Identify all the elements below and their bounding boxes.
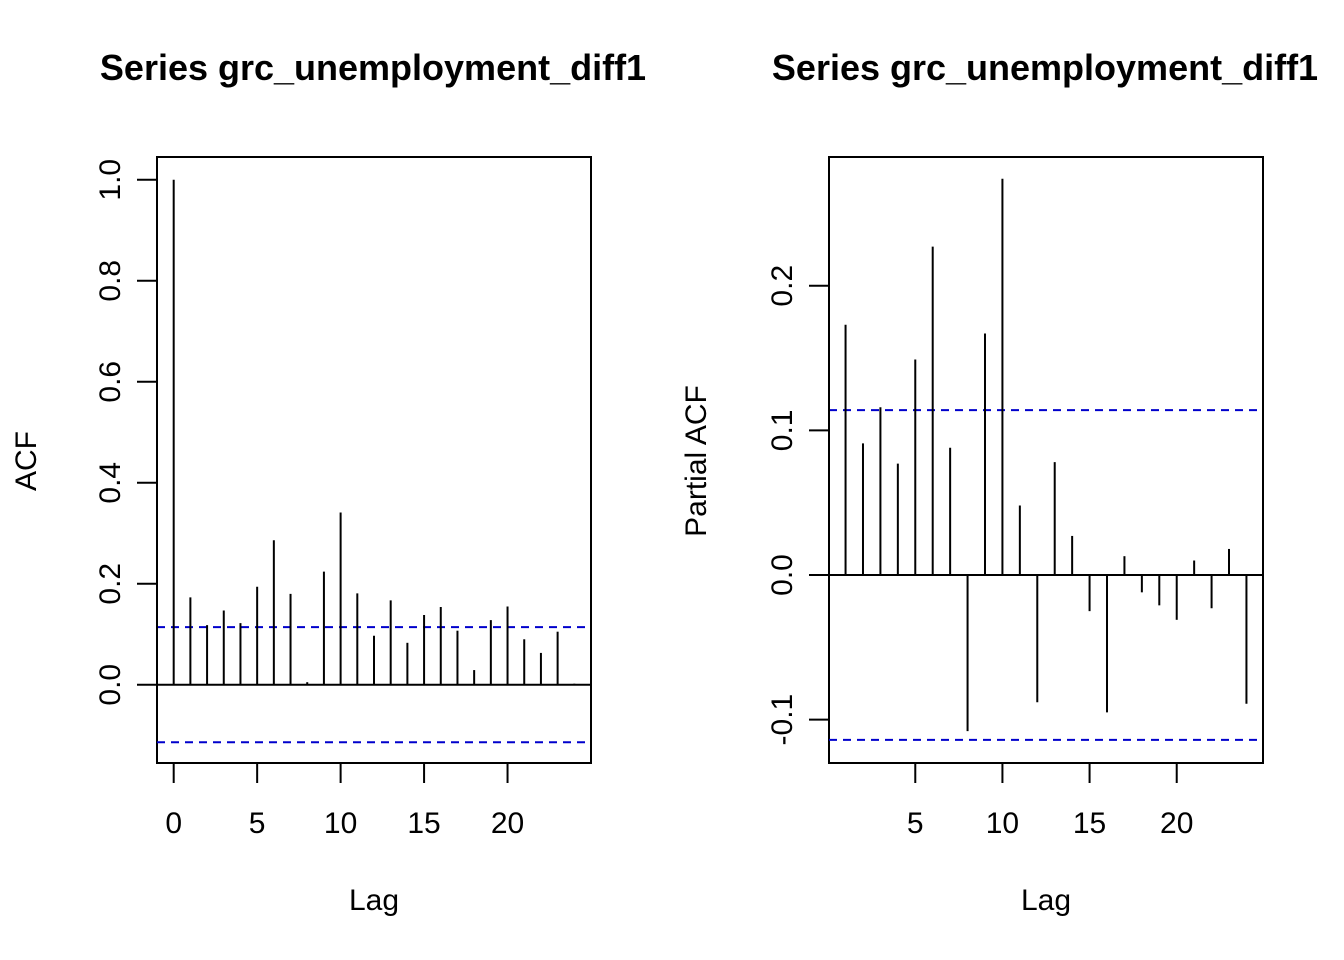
pacf-x-spacer [915, 763, 1176, 783]
pacf-x-tick-label-5: 5 [907, 807, 924, 840]
pacf-panel: Series grc_unemployment_diff1 Lag Partia… [680, 47, 1318, 917]
pacf-x-tick-label-10: 10 [986, 807, 1019, 840]
acf-panel: Series grc_unemployment_diff1 Lag ACF 0 5… [10, 47, 646, 917]
acf-x-tick-label-20: 20 [491, 807, 524, 840]
pacf-y-axis-label: Partial ACF [680, 385, 713, 537]
acf-x-axis-label: Lag [349, 884, 399, 917]
acf-x-tick-label-15: 15 [407, 807, 440, 840]
acf-x-tick-label-10: 10 [324, 807, 357, 840]
acf-x-tick-label-0: 0 [165, 807, 182, 840]
pacf-y-tick-label-3: 0.2 [766, 265, 799, 307]
acf-x-tick-label-5: 5 [249, 807, 266, 840]
pacf-title: Series grc_unemployment_diff1 [772, 47, 1318, 88]
pacf-y-tick-label-1: 0.0 [766, 554, 799, 596]
acf-y-tick-label-4: 0.8 [94, 260, 127, 302]
acf-y-tick-label-5: 1.0 [94, 159, 127, 201]
pacf-x-axis-label: Lag [1021, 884, 1071, 917]
acf-y-tick-label-3: 0.6 [94, 361, 127, 403]
pacf-axis-ticks: 5 10 15 20 -0.1 0.0 0.1 0.2 [766, 265, 1193, 840]
acf-y-tick-label-0: 0.0 [94, 664, 127, 706]
acf-y-tick-label-1: 0.2 [94, 563, 127, 605]
pacf-y-tick-label-0: -0.1 [766, 694, 799, 746]
acf-axis-ticks: 0 5 10 15 20 0.0 0.2 0.4 0.6 0.8 1.0 [94, 159, 524, 840]
pacf-y-tick-label-2: 0.1 [766, 409, 799, 451]
pacf-plot-frame [828, 156, 1264, 764]
pacf-x-tick-label-20: 20 [1160, 807, 1193, 840]
acf-marks [157, 179, 591, 744]
pacf-x-tick-label-15: 15 [1073, 807, 1106, 840]
pacf-marks [829, 178, 1263, 741]
acf-title: Series grc_unemployment_diff1 [100, 47, 646, 88]
acf-y-tick-label-2: 0.4 [94, 462, 127, 504]
acf-y-axis-label: ACF [10, 431, 43, 491]
